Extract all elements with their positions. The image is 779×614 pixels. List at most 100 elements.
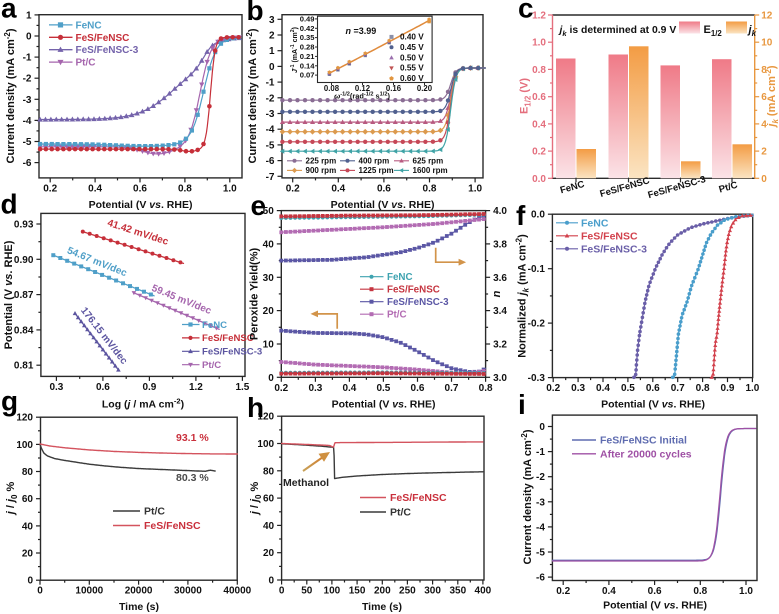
svg-text:30000: 30000 xyxy=(174,586,202,597)
svg-text:0.7: 0.7 xyxy=(671,383,685,394)
svg-text:0.8: 0.8 xyxy=(532,65,546,76)
svg-text:400 rpm: 400 rpm xyxy=(359,157,390,166)
svg-text:FeS/FeNSC: FeS/FeNSC xyxy=(202,333,254,344)
svg-text:4: 4 xyxy=(761,119,767,130)
svg-text:0.6: 0.6 xyxy=(133,183,147,194)
svg-text:c: c xyxy=(518,0,534,24)
svg-text:6: 6 xyxy=(761,92,767,103)
svg-text:0.6: 0.6 xyxy=(377,183,391,194)
svg-text:0.2: 0.2 xyxy=(286,183,300,194)
svg-text:-7: -7 xyxy=(266,172,275,183)
svg-text:b: b xyxy=(247,0,264,26)
svg-text:100: 100 xyxy=(257,439,274,450)
svg-text:3.0: 3.0 xyxy=(493,373,507,384)
svg-text:10: 10 xyxy=(263,340,275,351)
svg-text:1.2: 1.2 xyxy=(532,11,546,22)
svg-text:-5: -5 xyxy=(23,137,32,148)
svg-text:Potential (V vs. RHE): Potential (V vs. RHE) xyxy=(331,199,435,211)
svg-text:20000: 20000 xyxy=(125,586,153,597)
svg-text:Pt/C: Pt/C xyxy=(390,507,411,519)
svg-text:0.20: 0.20 xyxy=(417,84,433,93)
svg-text:Potential (V vs. RHE): Potential (V vs. RHE) xyxy=(601,399,705,411)
svg-text:Pt/C: Pt/C xyxy=(144,506,165,518)
svg-text:-4: -4 xyxy=(23,116,32,127)
svg-text:1.0: 1.0 xyxy=(745,383,759,394)
svg-text:80: 80 xyxy=(263,466,275,477)
svg-text:350: 350 xyxy=(449,586,466,597)
svg-text:0.6: 0.6 xyxy=(648,586,662,597)
svg-text:0.07: 0.07 xyxy=(300,71,315,80)
svg-text:1: 1 xyxy=(26,10,32,21)
svg-text:h: h xyxy=(247,392,264,423)
svg-text:50: 50 xyxy=(263,206,275,217)
svg-text:-0.3: -0.3 xyxy=(528,373,546,384)
svg-text:625 rpm: 625 rpm xyxy=(413,157,444,166)
svg-text:d: d xyxy=(1,189,18,220)
svg-text:0: 0 xyxy=(269,62,275,73)
svg-text:Potential (V vs. RHE): Potential (V vs. RHE) xyxy=(603,600,707,612)
svg-text:0.6: 0.6 xyxy=(646,383,660,394)
svg-text:FeNC: FeNC xyxy=(202,320,227,331)
svg-text:-4: -4 xyxy=(266,125,275,136)
svg-text:FeS/FeNSC: FeS/FeNSC xyxy=(144,520,201,532)
svg-text:f: f xyxy=(516,200,526,231)
svg-text:0.5: 0.5 xyxy=(621,383,635,394)
svg-text:e: e xyxy=(251,190,267,221)
svg-text:60: 60 xyxy=(263,494,275,505)
svg-text:3.8: 3.8 xyxy=(493,239,507,250)
svg-text:1600 rpm: 1600 rpm xyxy=(413,166,448,175)
svg-text:1.2: 1.2 xyxy=(189,382,203,393)
svg-text:FeS/FeNSC: FeS/FeNSC xyxy=(387,285,440,296)
svg-text:-6: -6 xyxy=(536,573,545,584)
svg-text:0.4: 0.4 xyxy=(602,586,616,597)
svg-text:0.2: 0.2 xyxy=(532,147,546,158)
svg-text:10000: 10000 xyxy=(75,586,103,597)
svg-text:0.28: 0.28 xyxy=(300,43,315,52)
svg-text:FeNC: FeNC xyxy=(76,20,102,31)
svg-text:-2: -2 xyxy=(266,93,275,104)
svg-text:0.84: 0.84 xyxy=(14,325,34,336)
svg-text:FeS/FeNSC Initial: FeS/FeNSC Initial xyxy=(600,435,687,447)
svg-text:-1: -1 xyxy=(536,447,545,458)
svg-text:80: 80 xyxy=(22,467,34,478)
svg-text:40: 40 xyxy=(263,521,275,532)
svg-text:Peroxide Yield(%): Peroxide Yield(%) xyxy=(249,248,261,341)
svg-text:1225 rpm: 1225 rpm xyxy=(359,166,394,175)
svg-text:jk: jk xyxy=(747,24,757,38)
svg-text:0.3: 0.3 xyxy=(571,383,585,394)
svg-text:4.0: 4.0 xyxy=(493,206,507,217)
svg-text:0.40 V: 0.40 V xyxy=(400,33,424,42)
svg-text:Pt/C: Pt/C xyxy=(202,360,221,371)
svg-text:j / j0 %: j / j0 % xyxy=(5,482,19,517)
svg-text:0.21: 0.21 xyxy=(300,52,316,61)
svg-text:0.9: 0.9 xyxy=(142,382,156,393)
svg-text:-2: -2 xyxy=(536,472,545,483)
svg-text:FeS/FeNSC: FeS/FeNSC xyxy=(390,492,447,504)
svg-text:50: 50 xyxy=(301,586,313,597)
svg-text:2: 2 xyxy=(269,31,275,42)
svg-text:0: 0 xyxy=(269,576,275,587)
svg-text:-5: -5 xyxy=(266,140,275,151)
svg-text:FeS/FeNSC: FeS/FeNSC xyxy=(581,230,638,242)
svg-text:-3: -3 xyxy=(266,109,275,120)
svg-text:40: 40 xyxy=(263,239,275,250)
svg-text:0.3: 0.3 xyxy=(49,382,63,393)
svg-text:0.90: 0.90 xyxy=(14,255,34,266)
svg-text:40: 40 xyxy=(22,521,34,532)
svg-text:0.2: 0.2 xyxy=(43,183,57,194)
svg-text:0.16: 0.16 xyxy=(386,84,402,93)
svg-text:0.4: 0.4 xyxy=(88,183,102,194)
svg-text:0.14: 0.14 xyxy=(300,61,316,70)
svg-text:-2: -2 xyxy=(23,74,32,85)
svg-text:1.5: 1.5 xyxy=(235,382,249,393)
svg-text:FeNC: FeNC xyxy=(387,272,413,283)
svg-text:20: 20 xyxy=(22,549,34,560)
svg-text:FeS/FeNSC-3: FeS/FeNSC-3 xyxy=(202,347,262,358)
svg-text:0.0: 0.0 xyxy=(531,210,545,221)
svg-text:93.1 %: 93.1 % xyxy=(176,432,209,444)
svg-text:20: 20 xyxy=(263,548,275,559)
svg-text:1.0: 1.0 xyxy=(739,586,753,597)
svg-text:0.6: 0.6 xyxy=(532,92,546,103)
svg-text:0: 0 xyxy=(761,174,767,185)
svg-text:-6: -6 xyxy=(23,158,32,169)
